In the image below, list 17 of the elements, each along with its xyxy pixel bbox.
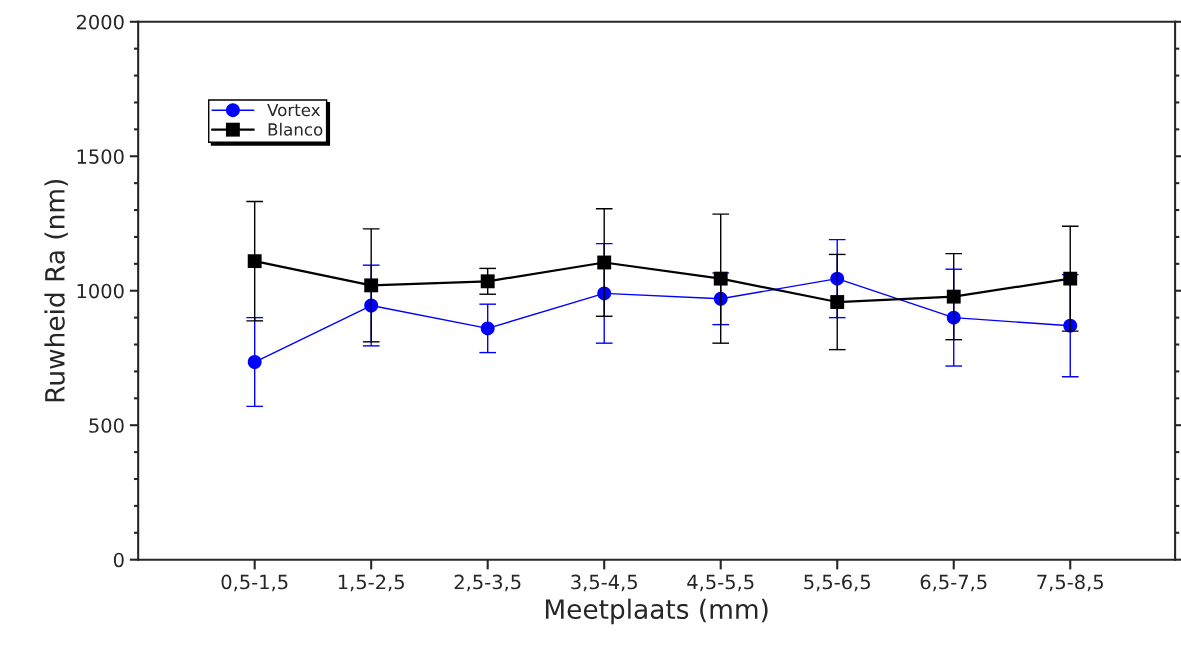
x-tick-label: 1,5-2,5 [338,574,404,592]
legend-label: Blanco [268,122,323,136]
x-tick-label: 5,5-6,5 [804,574,870,592]
x-tick-label: 2,5-3,5 [454,574,521,592]
y-tick-label: 1000 [77,283,124,299]
legend-label: Vortex [267,103,321,117]
x-tick-label: 6,5-7,5 [920,574,987,592]
y-tick-label: 500 [89,418,124,433]
x-axis-title: Meetplaats (mm) [545,598,768,625]
y-tick-label: 0 [113,552,124,568]
x-tick-label: 3,5-4,5 [571,574,637,592]
y-tick-label: 2000 [76,14,124,30]
y-axis-title: Ruwheid Ra (nm) [44,179,68,402]
x-tick-label: 7,5-8,5 [1037,574,1103,592]
x-tick-label: 0,5-1,5 [221,574,288,592]
y-tick-label: 1500 [77,149,124,164]
x-tick-label: 4,5-5,5 [687,574,754,592]
